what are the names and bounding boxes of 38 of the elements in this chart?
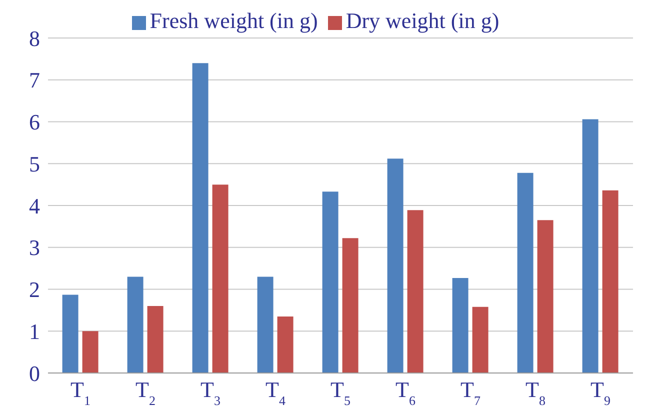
bar bbox=[472, 306, 488, 373]
bar bbox=[147, 306, 164, 373]
y-tick-label: 1 bbox=[29, 318, 40, 344]
x-tick-label: T$_{5}$ bbox=[330, 377, 350, 408]
bar bbox=[62, 294, 78, 373]
y-tick-label: 2 bbox=[29, 277, 40, 302]
x-tick-label: T$_{4}$ bbox=[266, 377, 286, 408]
bar bbox=[387, 158, 404, 373]
bar bbox=[537, 220, 554, 373]
x-tick-label: T$_{6}$ bbox=[396, 377, 416, 408]
legend-label: Dry weight (in g) bbox=[346, 8, 500, 33]
bar bbox=[277, 316, 294, 373]
legend-label: Fresh weight (in g) bbox=[150, 8, 318, 33]
bar bbox=[582, 119, 598, 373]
x-tick-label: T$_{8}$ bbox=[526, 377, 546, 408]
bar bbox=[82, 331, 98, 373]
bar bbox=[452, 278, 468, 373]
y-tick-label: 6 bbox=[29, 110, 40, 135]
x-tick-label: T$_{1}$ bbox=[70, 377, 90, 408]
bar bbox=[602, 190, 618, 373]
bar bbox=[212, 184, 228, 373]
x-tick-label: T$_{2}$ bbox=[136, 377, 156, 408]
y-tick-label: 5 bbox=[29, 151, 40, 176]
bar bbox=[257, 276, 274, 373]
x-tick-label: T$_{3}$ bbox=[200, 377, 220, 408]
y-tick-label: 4 bbox=[29, 193, 40, 218]
y-tick-label: 0 bbox=[29, 360, 40, 386]
bar bbox=[517, 172, 534, 373]
bar bbox=[407, 210, 424, 373]
x-tick-label: T$_{7}$ bbox=[460, 377, 481, 408]
y-tick-label: 3 bbox=[29, 235, 40, 260]
bar bbox=[192, 63, 208, 373]
x-tick-label: T$_{9}$ bbox=[590, 377, 610, 408]
bar bbox=[127, 276, 144, 373]
y-tick-label: 7 bbox=[29, 68, 40, 93]
y-tick-label: 8 bbox=[29, 26, 40, 51]
bar bbox=[342, 238, 358, 373]
bar bbox=[322, 192, 338, 373]
